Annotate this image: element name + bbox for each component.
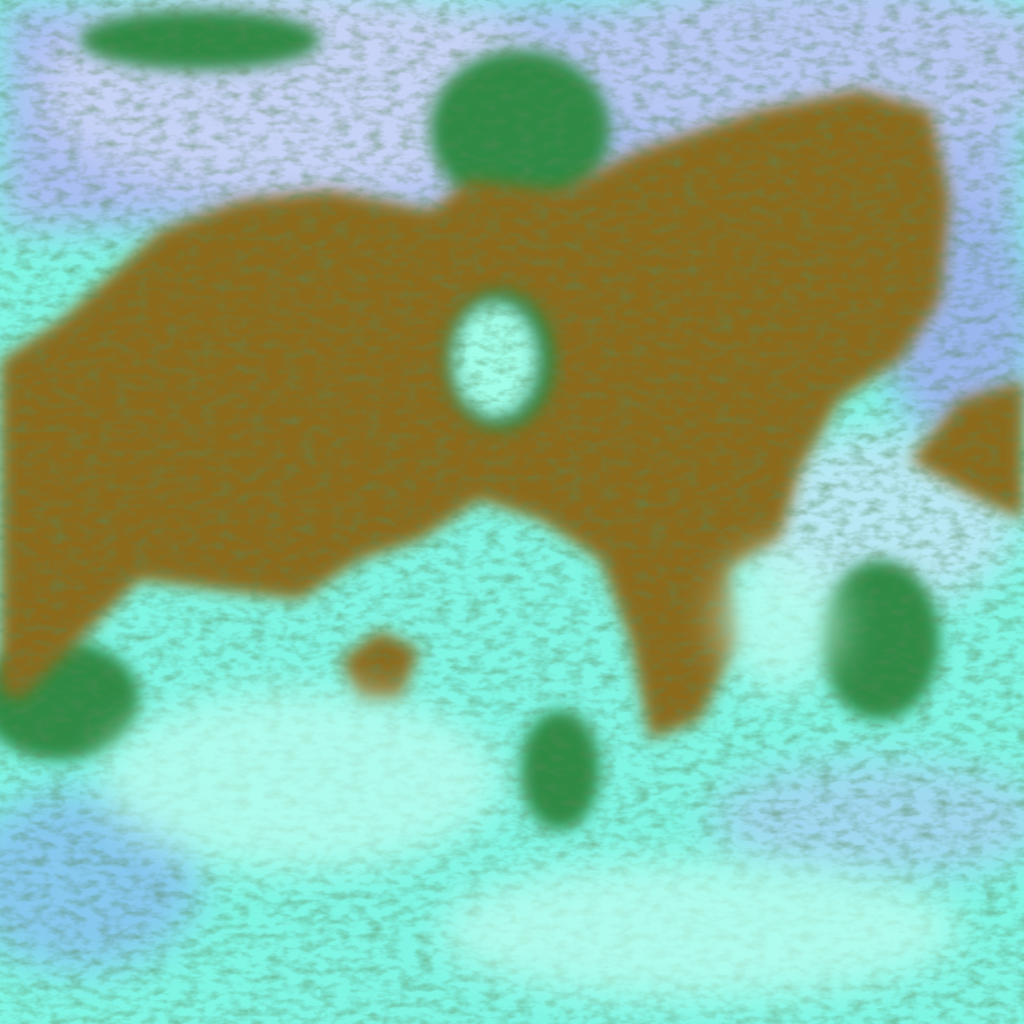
lower-cloud-highlights [100,550,960,1000]
